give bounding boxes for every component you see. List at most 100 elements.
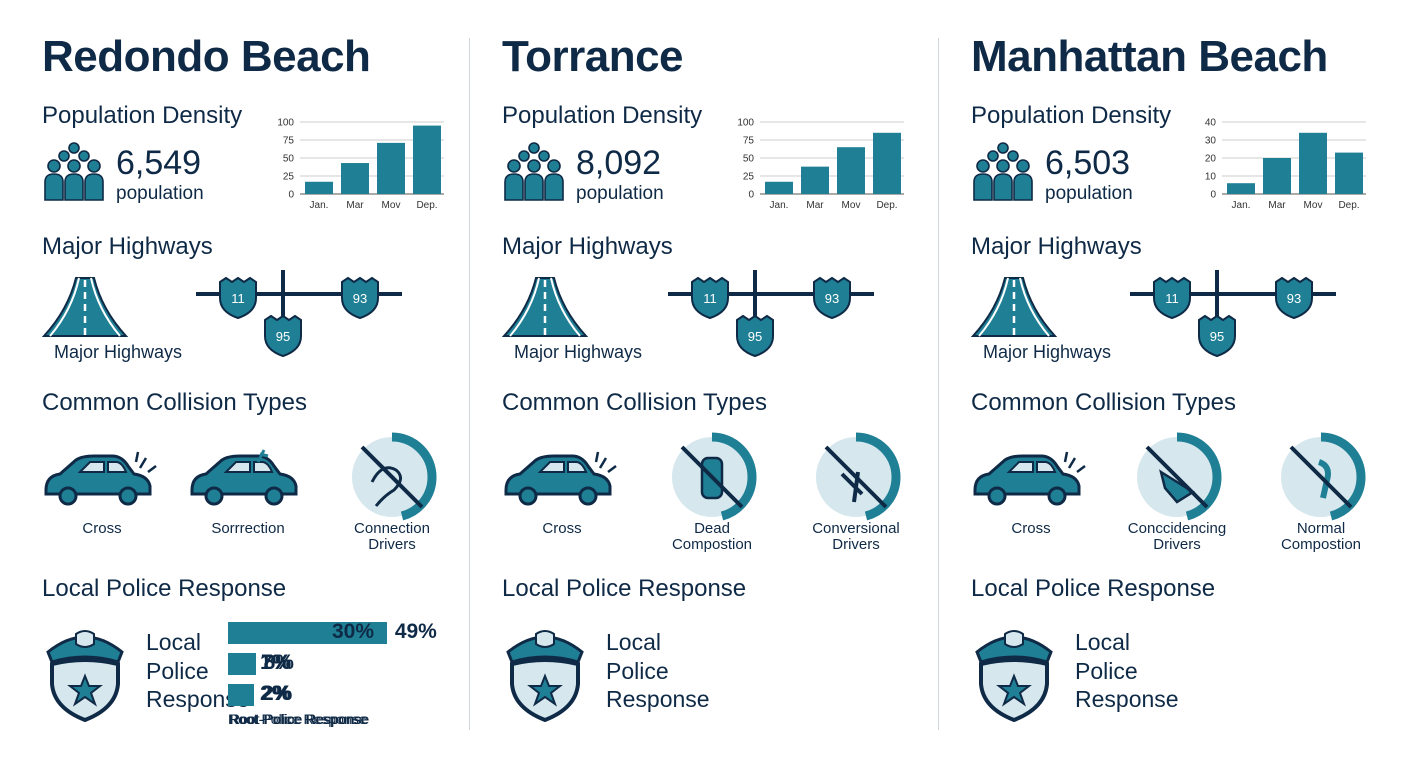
collision-label-line: Cross <box>82 520 122 537</box>
police-caption: Root-Police Response <box>229 711 369 727</box>
chart-bar <box>1227 183 1255 194</box>
no-car-icon <box>652 432 772 522</box>
response-bar <box>228 653 252 675</box>
car-damage-icon <box>188 432 308 522</box>
car-crash-icon <box>971 432 1091 522</box>
x-tick-label: Jan. <box>310 200 329 211</box>
population-value: 6,549 <box>116 144 202 182</box>
collision-type-label: Cross <box>961 521 1101 537</box>
police-badge-icon <box>46 630 124 722</box>
collision-label-line: Normal <box>1296 520 1346 537</box>
x-tick-label: Mar <box>346 200 364 211</box>
collisions-heading: Common Collision Types <box>502 389 767 416</box>
shield-number: 95 <box>748 329 762 344</box>
y-tick-label: 50 <box>743 154 755 165</box>
police-text-line: Local <box>606 629 661 655</box>
highways-heading: Major Highways <box>502 233 673 260</box>
shield-number: 11 <box>231 291 245 306</box>
collision-type-label: Dead Compostion <box>642 521 782 553</box>
shield-number: 11 <box>1165 291 1179 306</box>
x-tick-label: Jan. <box>770 200 789 211</box>
police-text-line: Local <box>1075 629 1130 655</box>
y-tick-label: 25 <box>283 172 295 183</box>
car-crash-icon <box>502 432 622 522</box>
police-caption: Root-Police Response <box>230 711 370 727</box>
response-bar-value: 2% <box>262 682 293 705</box>
city-title: Redondo Beach <box>42 32 371 81</box>
city-column-2: Manhattan Beach Population Density 6,503… <box>228 0 1408 768</box>
x-tick-label: Mov <box>382 200 401 211</box>
column-divider <box>469 38 470 730</box>
x-tick-label: Dep. <box>1338 200 1359 211</box>
shield-number: 95 <box>1210 329 1224 344</box>
collision-type-label: Cross <box>492 521 632 537</box>
response-bar-value: 1% <box>260 651 291 674</box>
collision-type-label: Conversional Drivers <box>786 521 926 553</box>
police-text-line: Police <box>1075 657 1138 684</box>
population-value: 8,092 <box>576 144 662 182</box>
shield-icon: 95 <box>736 314 774 358</box>
police-text-line: Response <box>1075 686 1179 712</box>
shield-icon: 95 <box>1198 314 1236 358</box>
chart-bar <box>1335 152 1363 194</box>
collision-label-line: Connection <box>354 520 430 537</box>
chart-bar <box>1263 158 1291 194</box>
people-icon <box>973 142 1033 201</box>
no-fuel-icon <box>796 432 916 522</box>
collisions-heading: Common Collision Types <box>42 389 307 416</box>
police-badge-icon <box>506 630 584 722</box>
collision-label-line: Drivers <box>1153 536 1201 553</box>
city-title: Torrance <box>502 32 684 81</box>
response-bar <box>228 622 324 644</box>
no-swerve-icon <box>332 432 452 522</box>
police-response-text: Local Police Response <box>606 628 710 714</box>
police-text-line: Police <box>606 657 669 684</box>
column-divider <box>938 38 939 730</box>
y-tick-label: 50 <box>283 154 295 165</box>
population-heading: Population Density <box>971 102 1172 129</box>
shield-number: 93 <box>1287 291 1301 306</box>
people-icon <box>504 142 564 201</box>
response-bar-value: 2% <box>260 682 291 705</box>
chart-bar <box>873 132 901 194</box>
collision-label-line: Cross <box>542 520 582 537</box>
collision-type-label: Connection Drivers <box>322 521 462 553</box>
collision-label-line: Cross <box>1011 520 1051 537</box>
collision-label-line: Sorrrection <box>211 520 285 537</box>
y-tick-label: 100 <box>737 118 754 129</box>
shield-icon: 11 <box>219 276 257 320</box>
response-bar-value: 49% <box>394 620 437 643</box>
highway-map: 11 93 95 <box>668 270 874 358</box>
response-bar-value: 8% <box>263 651 294 674</box>
collision-label-line: Compostion <box>1280 536 1362 553</box>
shield-icon: 11 <box>691 276 729 320</box>
road-icon <box>502 277 588 337</box>
police-heading: Local Police Response <box>502 575 747 602</box>
x-tick-label: Mov <box>842 200 861 211</box>
shield-icon: 93 <box>1275 276 1313 320</box>
y-tick-label: 25 <box>743 172 755 183</box>
y-tick-label: 40 <box>1205 118 1217 129</box>
shield-icon: 95 <box>264 314 302 358</box>
chart-bar <box>765 181 793 194</box>
chart-bar <box>837 147 865 194</box>
y-tick-label: 20 <box>1205 154 1217 165</box>
population-label: population <box>1045 183 1133 204</box>
highways-caption: Major Highways <box>514 342 643 362</box>
population-label: population <box>116 183 204 204</box>
police-caption: Root Police Response <box>228 711 367 727</box>
collision-label-line: Conccidencing <box>1127 520 1227 537</box>
highway-map: 11 93 95 <box>1130 270 1336 358</box>
collisions-heading: Common Collision Types <box>971 389 1236 416</box>
x-tick-label: Mar <box>1268 200 1286 211</box>
city-title: Manhattan Beach <box>971 32 1328 81</box>
x-tick-label: Dep. <box>416 200 437 211</box>
shield-number: 11 <box>703 291 717 306</box>
chart-bar <box>377 142 405 194</box>
y-tick-label: 100 <box>277 118 294 129</box>
police-heading: Local Police Response <box>971 575 1216 602</box>
no-pedestrian-icon <box>1261 432 1381 522</box>
response-bar-value: 7% <box>261 651 292 674</box>
y-tick-label: 10 <box>1205 172 1217 183</box>
collision-type-label: Cross <box>32 521 172 537</box>
